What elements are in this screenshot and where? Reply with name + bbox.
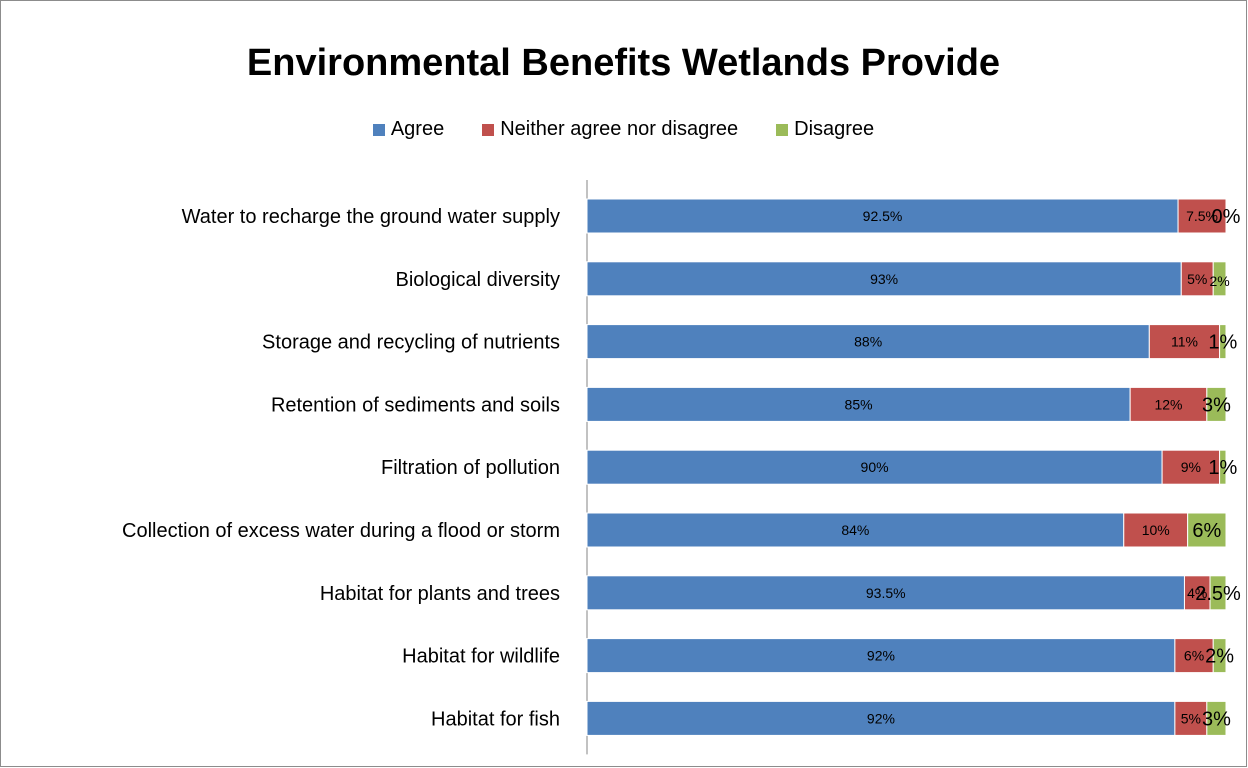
data-label: 5% — [1187, 271, 1207, 287]
category-label: Biological diversity — [395, 269, 560, 291]
bar-segment — [586, 324, 1150, 360]
data-label: 6% — [1184, 648, 1204, 664]
data-label: 85% — [845, 396, 873, 412]
data-label: 2% — [1209, 273, 1229, 289]
data-label: 84% — [841, 522, 869, 538]
bar-segment — [1212, 261, 1227, 297]
legend-swatch-agree — [372, 123, 385, 136]
data-label: 93.5% — [866, 585, 906, 601]
legend-item-disagree: Disagree — [776, 118, 874, 141]
bar-segment — [1219, 324, 1227, 360]
chart-legend: Agree Neither agree nor disagree Disagre… — [1, 118, 1246, 141]
data-label: 10% — [1142, 522, 1170, 538]
bar-segment — [586, 449, 1163, 485]
bar-segment — [1206, 386, 1227, 422]
bar-segment — [1209, 575, 1227, 611]
legend-swatch-neither — [482, 123, 495, 136]
data-label: 2.5% — [1195, 583, 1241, 605]
bar-segment — [1206, 700, 1227, 736]
data-label: 4% — [1187, 585, 1207, 601]
data-label: 93% — [870, 271, 898, 287]
bar-segment — [586, 700, 1176, 736]
data-label: 92% — [867, 648, 895, 664]
data-label: 11% — [1171, 334, 1198, 350]
category-label: Habitat for wildlife — [402, 646, 560, 668]
data-label: 9% — [1181, 459, 1201, 475]
bar-segment — [1187, 512, 1227, 548]
data-label: 1% — [1208, 457, 1237, 479]
category-label: Storage and recycling of nutrients — [262, 332, 560, 354]
category-label: Retention of sediments and soils — [271, 394, 560, 416]
data-label: 92% — [867, 710, 895, 726]
category-label: Water to recharge the ground water suppl… — [182, 206, 560, 228]
bar-segment — [1177, 198, 1227, 234]
bar-segment — [586, 386, 1131, 422]
chart-title: Environmental Benefits Wetlands Provide — [246, 42, 1001, 84]
data-label: 3% — [1202, 394, 1231, 416]
category-label: Collection of excess water during a floo… — [122, 520, 560, 542]
bar-segment — [586, 638, 1176, 674]
data-label: 3% — [1202, 708, 1231, 730]
bar-segment — [1219, 449, 1227, 485]
legend-label-disagree: Disagree — [794, 118, 875, 140]
category-label: Habitat for plants and trees — [320, 583, 560, 605]
data-label: 12% — [1154, 396, 1182, 412]
data-label: 90% — [861, 459, 889, 475]
data-label: 6% — [1192, 520, 1221, 542]
legend-swatch-disagree — [776, 123, 789, 136]
bar-segment — [586, 261, 1182, 297]
legend-label-agree: Agree — [390, 118, 445, 140]
data-label: 1% — [1208, 332, 1237, 354]
data-label: 2% — [1205, 646, 1234, 668]
bar-segment — [586, 575, 1185, 611]
data-label: 5% — [1181, 710, 1201, 726]
bar-segment — [1212, 638, 1227, 674]
category-label: Filtration of pollution — [381, 457, 560, 479]
bar-segment — [586, 512, 1125, 548]
bar-segment — [1129, 386, 1208, 422]
data-label: 7.5% — [1186, 208, 1218, 224]
category-label: Habitat for fish — [431, 708, 560, 730]
data-label: 88% — [854, 334, 882, 350]
bar-segment — [1148, 324, 1221, 360]
legend-label-neither: Neither agree nor disagree — [500, 118, 739, 140]
bar-segment — [1123, 512, 1189, 548]
data-label: 92.5% — [863, 208, 903, 224]
legend-item-neither: Neither agree nor disagree — [482, 118, 738, 141]
legend-item-agree: Agree — [372, 118, 445, 141]
bar-segment — [1174, 638, 1214, 674]
data-label: 0% — [1212, 206, 1241, 228]
